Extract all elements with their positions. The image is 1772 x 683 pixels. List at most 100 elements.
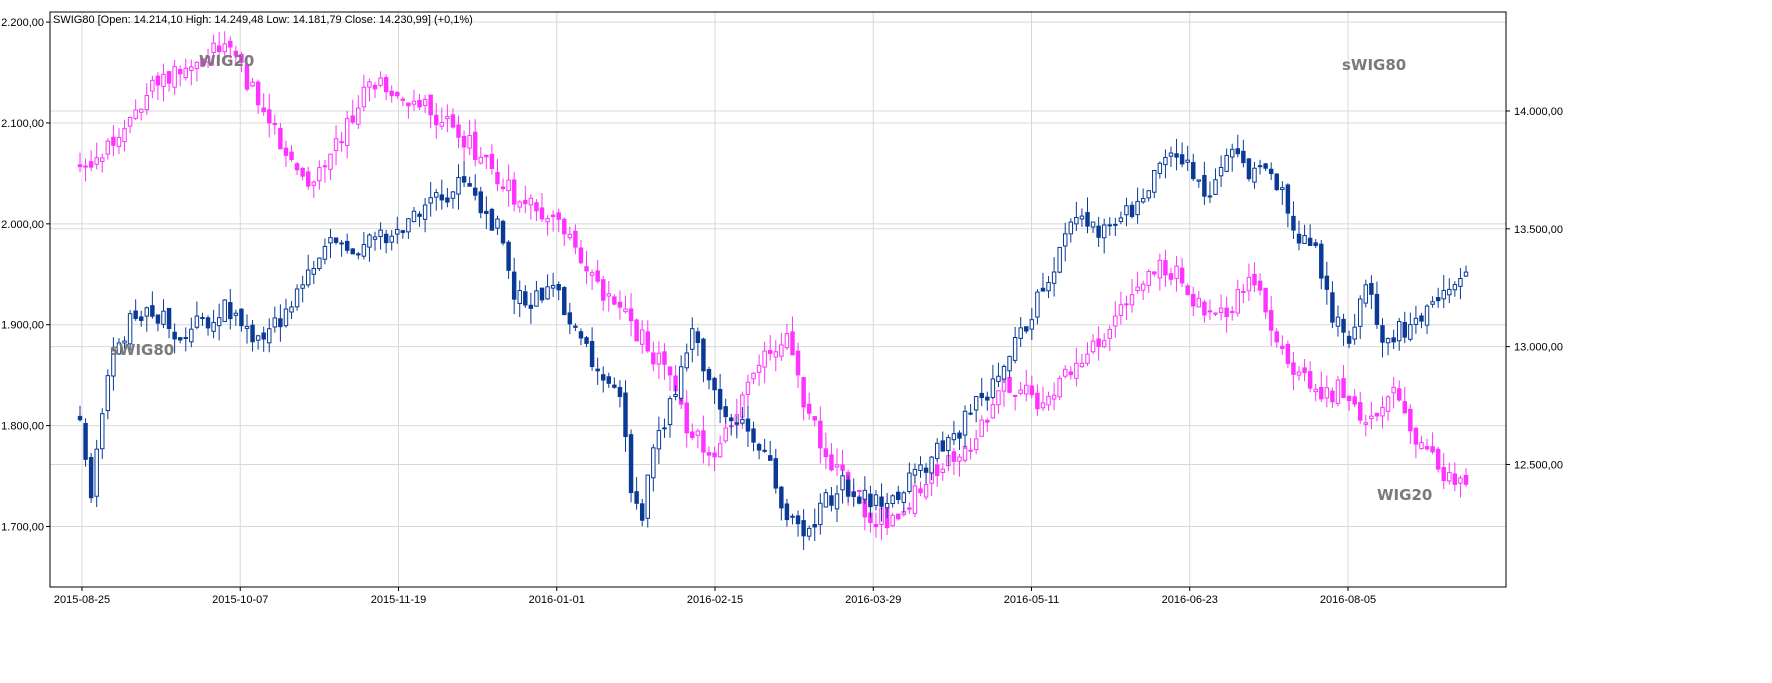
wig20-candle <box>695 428 701 449</box>
candle-body <box>1241 290 1246 293</box>
swig80-candle <box>845 475 851 503</box>
candle-body <box>1235 289 1241 314</box>
candle-body <box>289 151 294 160</box>
candle-body <box>434 114 439 126</box>
candle-body <box>701 430 706 453</box>
wig20-candle <box>1458 475 1463 498</box>
candle-body <box>1174 265 1179 279</box>
wig20-candle <box>228 36 233 59</box>
candle-body <box>417 99 422 108</box>
candle-body <box>205 317 211 329</box>
wig20-candle <box>539 192 545 223</box>
candle-body <box>272 317 278 328</box>
candle-body <box>406 218 411 233</box>
swig80-candle <box>311 260 317 285</box>
swig80-candle <box>1012 326 1018 364</box>
candle-body <box>517 201 522 208</box>
wig20-candle <box>639 320 645 354</box>
swig80-candle <box>1101 218 1107 254</box>
swig80-candle <box>183 327 188 352</box>
swig80-candle <box>300 275 305 303</box>
swig80-candle <box>1068 218 1074 243</box>
candle-body <box>1391 337 1396 343</box>
candle-body <box>172 331 177 340</box>
candle-body <box>1101 224 1107 239</box>
swig80-candle <box>417 211 422 227</box>
wig20-candle <box>1341 365 1346 399</box>
candle-body <box>1424 446 1430 450</box>
wig20-candle <box>300 166 305 181</box>
swig80-candle <box>1408 312 1413 342</box>
candle-body <box>1018 327 1023 339</box>
candle-body <box>1096 338 1101 348</box>
swig80-candle <box>1085 197 1090 234</box>
swig80-candle <box>177 337 183 344</box>
swig80-candle <box>489 207 495 231</box>
candle-body <box>829 454 834 471</box>
candle-body <box>1168 152 1174 157</box>
candle-body <box>400 98 406 101</box>
candle-body <box>1291 362 1296 375</box>
wig20-candle <box>250 77 255 88</box>
wig20-candle <box>166 70 172 92</box>
candle-body <box>573 230 578 248</box>
wig20-candle <box>790 316 795 356</box>
candle-body <box>261 332 266 340</box>
candle-body <box>406 102 411 107</box>
candle-body <box>990 404 996 419</box>
candle-body <box>378 77 383 86</box>
candle-body <box>300 167 305 177</box>
candle-body <box>595 270 600 282</box>
candle-body <box>1179 267 1185 284</box>
candle-body <box>539 287 545 301</box>
candle-body <box>818 420 823 449</box>
swig80-candle <box>372 231 378 251</box>
swig80-candle <box>1380 318 1385 358</box>
candle-body <box>857 496 862 504</box>
swig80-candle <box>1113 217 1118 236</box>
swig80-candle <box>506 240 511 279</box>
candle-body <box>333 237 339 243</box>
candle-body <box>111 136 116 146</box>
candle-body <box>717 388 723 410</box>
wig20-candle <box>973 429 979 455</box>
swig80-candle <box>267 318 272 353</box>
candle-body <box>1413 427 1419 445</box>
wig20-candle <box>139 108 144 121</box>
wig20-candle <box>968 438 973 460</box>
swig80-candle <box>1302 224 1307 244</box>
candle-body <box>1179 154 1185 165</box>
x-tick-label: 2016-05-11 <box>1004 594 1059 606</box>
wig20-candle <box>656 341 662 379</box>
candle-body <box>1129 294 1135 306</box>
candle-body <box>612 384 617 388</box>
candle-body <box>1452 284 1458 291</box>
swig80-candle <box>1396 317 1402 351</box>
swig80-candle <box>378 222 383 250</box>
candle-body <box>506 241 511 271</box>
candle-body <box>495 171 500 185</box>
wig20-candle <box>578 239 584 265</box>
wig20-candle <box>83 158 88 182</box>
swig80-candle <box>667 395 673 438</box>
swig80-candle <box>1224 148 1229 173</box>
wig20-candle <box>873 512 879 538</box>
swig80-candle <box>706 366 712 390</box>
candle-body <box>350 248 355 255</box>
wig20-candle <box>762 341 767 384</box>
wig20-candle <box>812 416 817 427</box>
swig80-candle <box>367 233 372 262</box>
wig20-candle <box>896 513 901 521</box>
wig20-candle <box>1335 376 1341 407</box>
swig80-candle <box>550 272 556 297</box>
wig20-candle <box>1263 287 1268 319</box>
candle-body <box>500 220 506 244</box>
candle-body <box>467 135 472 149</box>
swig80-candle <box>1330 281 1335 329</box>
candle-body <box>812 416 817 421</box>
candle-body <box>723 427 728 442</box>
wig20-candle <box>1330 387 1335 408</box>
swig80-candle <box>651 444 656 492</box>
candle-body <box>639 503 645 521</box>
swig80-candle <box>400 229 406 239</box>
